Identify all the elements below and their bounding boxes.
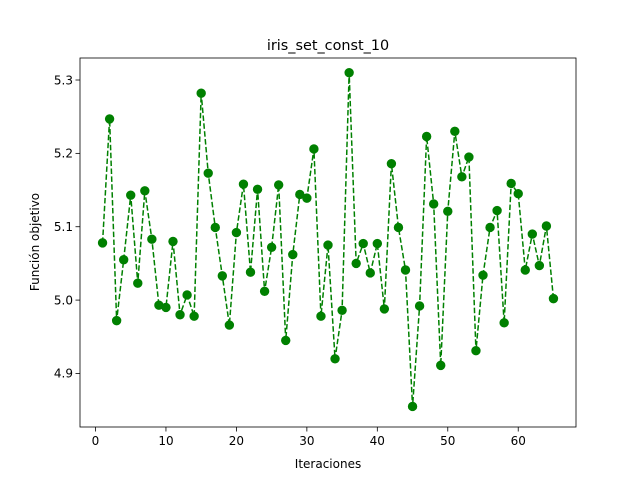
data-point <box>288 249 298 260</box>
data-point <box>189 311 199 321</box>
series-line <box>101 71 555 408</box>
x-tick-label: 30 <box>299 434 314 448</box>
data-point <box>111 315 122 326</box>
data-point <box>414 301 425 311</box>
data-point <box>485 222 495 233</box>
data-point <box>527 229 538 239</box>
data-point <box>513 189 523 199</box>
data-point <box>238 179 249 189</box>
data-point <box>372 238 383 249</box>
x-tick-label: 20 <box>229 434 244 448</box>
data-point <box>386 158 397 169</box>
data-point <box>351 258 361 269</box>
x-tick-label: 60 <box>511 434 526 448</box>
y-tick-label: 5.0 <box>54 293 73 307</box>
data-point <box>175 310 185 320</box>
data-point <box>471 346 481 356</box>
data-point <box>203 168 213 178</box>
data-point <box>316 311 326 321</box>
data-point <box>393 222 404 233</box>
data-point <box>266 242 277 252</box>
data-point <box>97 238 108 248</box>
data-point <box>118 255 129 265</box>
data-point <box>231 227 242 238</box>
chart-title: iris_set_const_10 <box>267 38 389 54</box>
data-point <box>337 305 347 316</box>
data-point <box>520 265 530 275</box>
y-tick-label: 5.1 <box>54 220 73 234</box>
data-point <box>182 290 192 300</box>
y-tick-label: 4.9 <box>54 367 73 381</box>
data-point <box>443 206 453 217</box>
data-point <box>224 320 235 330</box>
data-point <box>281 335 291 346</box>
data-point <box>344 67 354 78</box>
axes-frame <box>79 57 577 428</box>
data-point <box>457 172 467 182</box>
data-point <box>534 260 545 271</box>
data-point <box>450 126 460 137</box>
data-point <box>400 265 411 275</box>
data-point <box>421 131 432 142</box>
data-point <box>309 144 319 154</box>
data-point <box>210 222 220 233</box>
y-tick-label: 5.2 <box>54 147 73 161</box>
data-point <box>330 354 340 364</box>
y-axis-label: Función objetivo <box>28 193 42 291</box>
data-point <box>140 186 150 196</box>
x-tick-label: 10 <box>158 434 173 448</box>
data-point <box>379 304 390 314</box>
x-axis-label: Iteraciones <box>295 457 361 471</box>
x-tick-label: 0 <box>92 434 100 448</box>
data-point <box>365 268 375 278</box>
data-point <box>428 199 439 209</box>
data-point <box>302 193 312 203</box>
data-point <box>161 302 171 313</box>
data-point <box>196 88 206 98</box>
data-point <box>245 267 256 277</box>
data-point <box>506 178 516 189</box>
data-point <box>464 152 474 162</box>
data-point <box>548 293 559 304</box>
data-point <box>168 236 178 247</box>
data-point <box>273 180 284 190</box>
data-point <box>323 240 333 250</box>
data-point <box>259 286 270 296</box>
data-point <box>126 190 136 200</box>
data-point <box>407 401 418 412</box>
data-point <box>499 318 509 328</box>
x-tick-label: 50 <box>440 434 455 448</box>
data-point <box>133 278 143 288</box>
x-tick-label: 40 <box>370 434 385 448</box>
data-point <box>436 360 446 371</box>
data-point <box>217 271 228 281</box>
data-point <box>492 205 502 216</box>
plot-area: 0 10 20 30 40 50 60 4.9 5.0 5.1 5.2 5.3 <box>54 57 577 448</box>
data-point <box>104 114 115 124</box>
data-point <box>252 184 263 195</box>
data-point <box>541 221 552 231</box>
y-tick-label: 5.3 <box>54 73 73 87</box>
data-point <box>478 270 488 280</box>
data-point <box>147 234 157 244</box>
data-point <box>358 238 368 249</box>
